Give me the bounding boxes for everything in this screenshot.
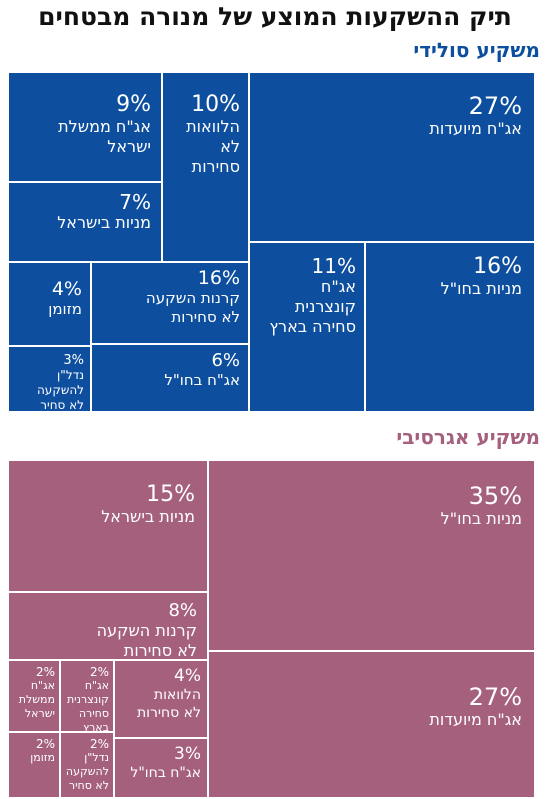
cell-value: 7% bbox=[119, 190, 151, 214]
solid-investor-title: משקיע סולידי bbox=[413, 38, 540, 62]
cell-label: אג"ח ממשלת ישראל bbox=[18, 679, 55, 720]
solid-treemap-cell: 27% אג"ח מיועדות bbox=[249, 72, 535, 242]
aggressive-treemap-cell: 3% אג"ח בחו"ל bbox=[114, 738, 208, 798]
cell-label: מזומן bbox=[30, 751, 55, 764]
page-title: תיק ההשקעות המוצע של מנורה מבטחים bbox=[38, 2, 512, 31]
cell-value: 6% bbox=[211, 350, 240, 371]
cell-value: 15% bbox=[146, 482, 195, 507]
aggressive-treemap-cell: 2% נדל"ן להשקעה לא סחיר bbox=[60, 732, 114, 798]
cell-label: מניות בישראל bbox=[57, 213, 151, 232]
cell-label: אג"ח מיועדות bbox=[429, 119, 522, 138]
solid-treemap-cell: 16% קרנות השקעה לא סחירות bbox=[91, 262, 249, 344]
cell-value: 27% bbox=[468, 92, 522, 120]
cell-value: 4% bbox=[174, 666, 201, 686]
solid-treemap-cell: 11% אג"ח קונצרנית סחירה בארץ bbox=[249, 242, 365, 412]
cell-value: 8% bbox=[168, 600, 197, 621]
cell-value: 3% bbox=[174, 744, 201, 764]
cell-label: אג"ח בחו"ל bbox=[164, 371, 240, 389]
solid-treemap-cell: 7% מניות בישראל bbox=[8, 182, 162, 262]
cell-label: אג"ח מיועדות bbox=[429, 710, 522, 729]
cell-label: אג"ח קונצרנית סחירה בארץ bbox=[269, 277, 356, 336]
cell-value: 9% bbox=[116, 92, 151, 117]
solid-treemap-cell: 16% מניות בחו"ל bbox=[365, 242, 535, 412]
cell-label: אג"ח ממשלת ישראל bbox=[58, 117, 151, 156]
cell-value: 16% bbox=[473, 254, 522, 279]
aggressive-treemap-cell: 8% קרנות השקעה לא סחירות bbox=[8, 592, 208, 660]
cell-label: הלוואות לא סחירות bbox=[136, 687, 201, 721]
aggressive-investor-title: משקיע אגרסיבי bbox=[396, 425, 540, 449]
cell-label: אג"ח קונצרנית סחירה בארץ bbox=[66, 679, 109, 732]
aggressive-treemap-cell: 2% אג"ח ממשלת ישראל bbox=[8, 660, 60, 732]
cell-value: 3% bbox=[63, 353, 84, 368]
solid-treemap-cell: 6% אג"ח בחו"ל bbox=[91, 344, 249, 412]
aggressive-treemap-cell: 4% הלוואות לא סחירות bbox=[114, 660, 208, 738]
aggressive-treemap-cell: 2% אג"ח קונצרנית סחירה בארץ bbox=[60, 660, 114, 732]
cell-label: קרנות השקעה לא סחירות bbox=[96, 621, 197, 660]
cell-value: 2% bbox=[35, 737, 55, 751]
cell-label: הלוואות לא סחירות bbox=[186, 117, 240, 176]
aggressive-treemap-cell: 2% מזומן bbox=[8, 732, 60, 798]
cell-label: קרנות השקעה לא סחירות bbox=[145, 289, 240, 326]
cell-label: מניות בחו"ל bbox=[440, 279, 522, 298]
cell-label: מזומן bbox=[48, 300, 82, 318]
cell-value: 4% bbox=[51, 278, 82, 300]
solid-treemap-cell: 10% הלוואות לא סחירות bbox=[162, 72, 249, 262]
cell-value: 2% bbox=[89, 665, 109, 679]
cell-label: אג"ח בחו"ל bbox=[130, 765, 201, 781]
cell-label: נדל"ן להשקעה לא סחיר bbox=[65, 751, 109, 792]
aggressive-treemap-cell: 35% מניות בחו"ל bbox=[208, 460, 535, 651]
cell-value: 2% bbox=[89, 737, 109, 751]
solid-treemap-cell: 4% מזומן bbox=[8, 262, 91, 346]
aggressive-treemap-cell: 27% אג"ח מיועדות bbox=[208, 651, 535, 798]
cell-value: 11% bbox=[311, 254, 356, 278]
cell-value: 16% bbox=[197, 267, 240, 289]
cell-label: מניות בישראל bbox=[101, 507, 195, 526]
solid-treemap-cell: 3% נדל"ן להשקעה לא סחיר bbox=[8, 346, 91, 412]
cell-value: 10% bbox=[191, 92, 240, 117]
cell-label: נדל"ן להשקעה לא סחיר bbox=[36, 368, 84, 412]
cell-value: 35% bbox=[468, 482, 522, 510]
aggressive-treemap-cell: 15% מניות בישראל bbox=[8, 460, 208, 592]
cell-value: 27% bbox=[468, 683, 522, 711]
cell-value: 2% bbox=[35, 665, 55, 679]
solid-treemap-cell: 9% אג"ח ממשלת ישראל bbox=[8, 72, 162, 182]
cell-label: מניות בחו"ל bbox=[440, 509, 522, 528]
